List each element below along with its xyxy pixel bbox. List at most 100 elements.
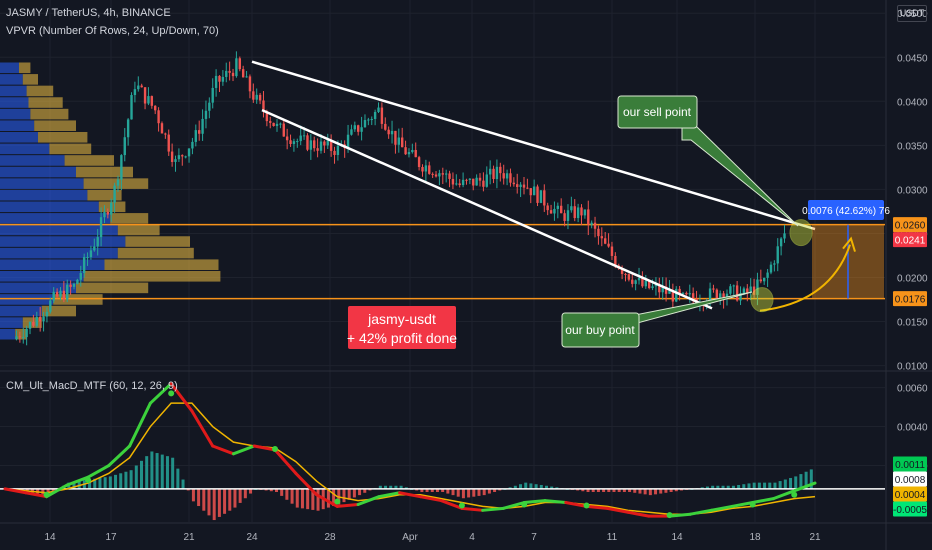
currency-button[interactable]: USDT: [897, 5, 927, 22]
vp-up-bar: [0, 178, 84, 189]
macd-hist-bar: [669, 488, 673, 492]
macd-hist-bar: [88, 479, 92, 489]
vp-down-bar: [104, 259, 219, 270]
macd-hist-bar: [721, 485, 725, 489]
vp-down-bar: [22, 74, 38, 85]
candle-body: [326, 140, 329, 146]
candle-body: [272, 122, 275, 127]
candle-body: [89, 250, 93, 258]
vp-up-bar: [0, 224, 118, 236]
vp-down-bar: [64, 155, 114, 166]
candle-body: [411, 149, 414, 153]
sell-callout-box: [617, 95, 698, 129]
candle-body: [725, 293, 729, 299]
macd-line-segment: [211, 444, 235, 456]
macd-hist-bar: [472, 488, 476, 497]
vp-up-bar: [0, 213, 111, 224]
candle-body: [285, 136, 289, 141]
trendline-upper: [251, 60, 816, 231]
macd-hist-bar: [591, 488, 595, 492]
candle-body: [99, 217, 103, 238]
candle-body: [495, 166, 499, 180]
macd-hist-bar: [389, 485, 393, 489]
macd-hist-bar: [545, 485, 548, 489]
vp-up-bar: [0, 97, 29, 108]
candle-body: [739, 293, 742, 301]
price-tick-label: 0.0300: [897, 185, 928, 196]
candle-body: [211, 87, 214, 103]
tag-upper-level: 0.0260: [895, 221, 926, 232]
vp-up-bar: [0, 328, 16, 340]
vp-up-bar: [0, 317, 23, 328]
macd-line-segment: [688, 508, 713, 516]
candle-body: [130, 95, 133, 120]
vp-down-bar: [41, 305, 76, 317]
measure-box[interactable]: [750, 219, 884, 313]
time-tick-label: 11: [607, 532, 618, 543]
macd-hist-bar: [290, 488, 294, 504]
tag-macd-bg: [893, 456, 927, 472]
vp-down-bar: [87, 189, 122, 201]
macd-line-segment: [3, 487, 28, 495]
candle-body: [543, 190, 546, 206]
trend-lines[interactable]: [251, 60, 816, 310]
candle-body: [147, 96, 150, 104]
buy-callout-box: [561, 312, 640, 348]
macd-title[interactable]: CM_Ult_MacD_MTF (60, 12, 26, 9): [6, 380, 178, 392]
macd-line-segment: [792, 481, 817, 493]
macd-line-segment: [668, 512, 692, 518]
candle-body: [62, 290, 66, 300]
candle-body: [407, 152, 411, 155]
candle-body: [238, 58, 241, 70]
candle-body: [763, 277, 766, 282]
candle-body: [556, 205, 560, 209]
macd-hist-bar: [467, 488, 471, 498]
candle-body: [18, 336, 22, 338]
vp-down-bar: [125, 236, 190, 247]
candle-body: [688, 293, 691, 295]
macd-line-segment: [543, 499, 568, 505]
candle-body: [502, 173, 505, 179]
macd-hist-bar: [742, 484, 746, 489]
macd-hist-bar: [249, 488, 253, 494]
macd-hist-bar: [493, 488, 497, 492]
candle-body: [654, 284, 658, 287]
measure-label: 0.0076 (42.62%) 76: [802, 206, 890, 217]
macd-line-segment: [585, 504, 609, 510]
vp-up-bar: [0, 305, 42, 317]
symbol-title[interactable]: JASMY / TetherUS, 4h, BINANCE: [6, 7, 171, 19]
time-tick-label: 14: [671, 532, 683, 543]
price-tick-label: 0.0100: [897, 362, 928, 373]
macd-hist-bar: [487, 488, 491, 494]
macd-hist-bar: [415, 488, 419, 491]
macd-hist-bar: [607, 488, 611, 492]
vpvr-title[interactable]: VPVR (Number Of Rows, 24, Up/Down, 70): [6, 25, 219, 37]
macd-hist-bar: [384, 485, 388, 489]
vp-down-bar: [117, 247, 194, 259]
macd-line-segment: [501, 501, 526, 510]
candle-body: [553, 208, 556, 214]
candle-body: [191, 141, 194, 149]
price-tick-label: 0.0500: [897, 9, 928, 20]
candle-body: [434, 174, 438, 177]
candle-body: [258, 94, 262, 101]
candle-body: [712, 288, 715, 290]
candle-body: [461, 179, 465, 186]
tag-macd: 0.0011: [895, 460, 925, 471]
candle-body: [600, 236, 603, 239]
macd-line-segment: [709, 504, 734, 512]
macd-hist-bar: [622, 488, 626, 492]
candle-body: [201, 118, 204, 134]
candle-body: [631, 279, 634, 284]
candle-body: [221, 76, 225, 82]
macd-line-segment: [730, 501, 755, 508]
candle-body: [38, 316, 42, 322]
candle-body: [373, 111, 377, 120]
vp-up-bar: [0, 85, 27, 97]
candle-body: [133, 89, 137, 96]
cross-dot: [85, 477, 92, 484]
candle-body: [309, 140, 313, 150]
annotation-callouts[interactable]: our sell point our buy point jasmy-usdt + 4…: [347, 95, 890, 349]
target-arrow: [759, 244, 851, 312]
